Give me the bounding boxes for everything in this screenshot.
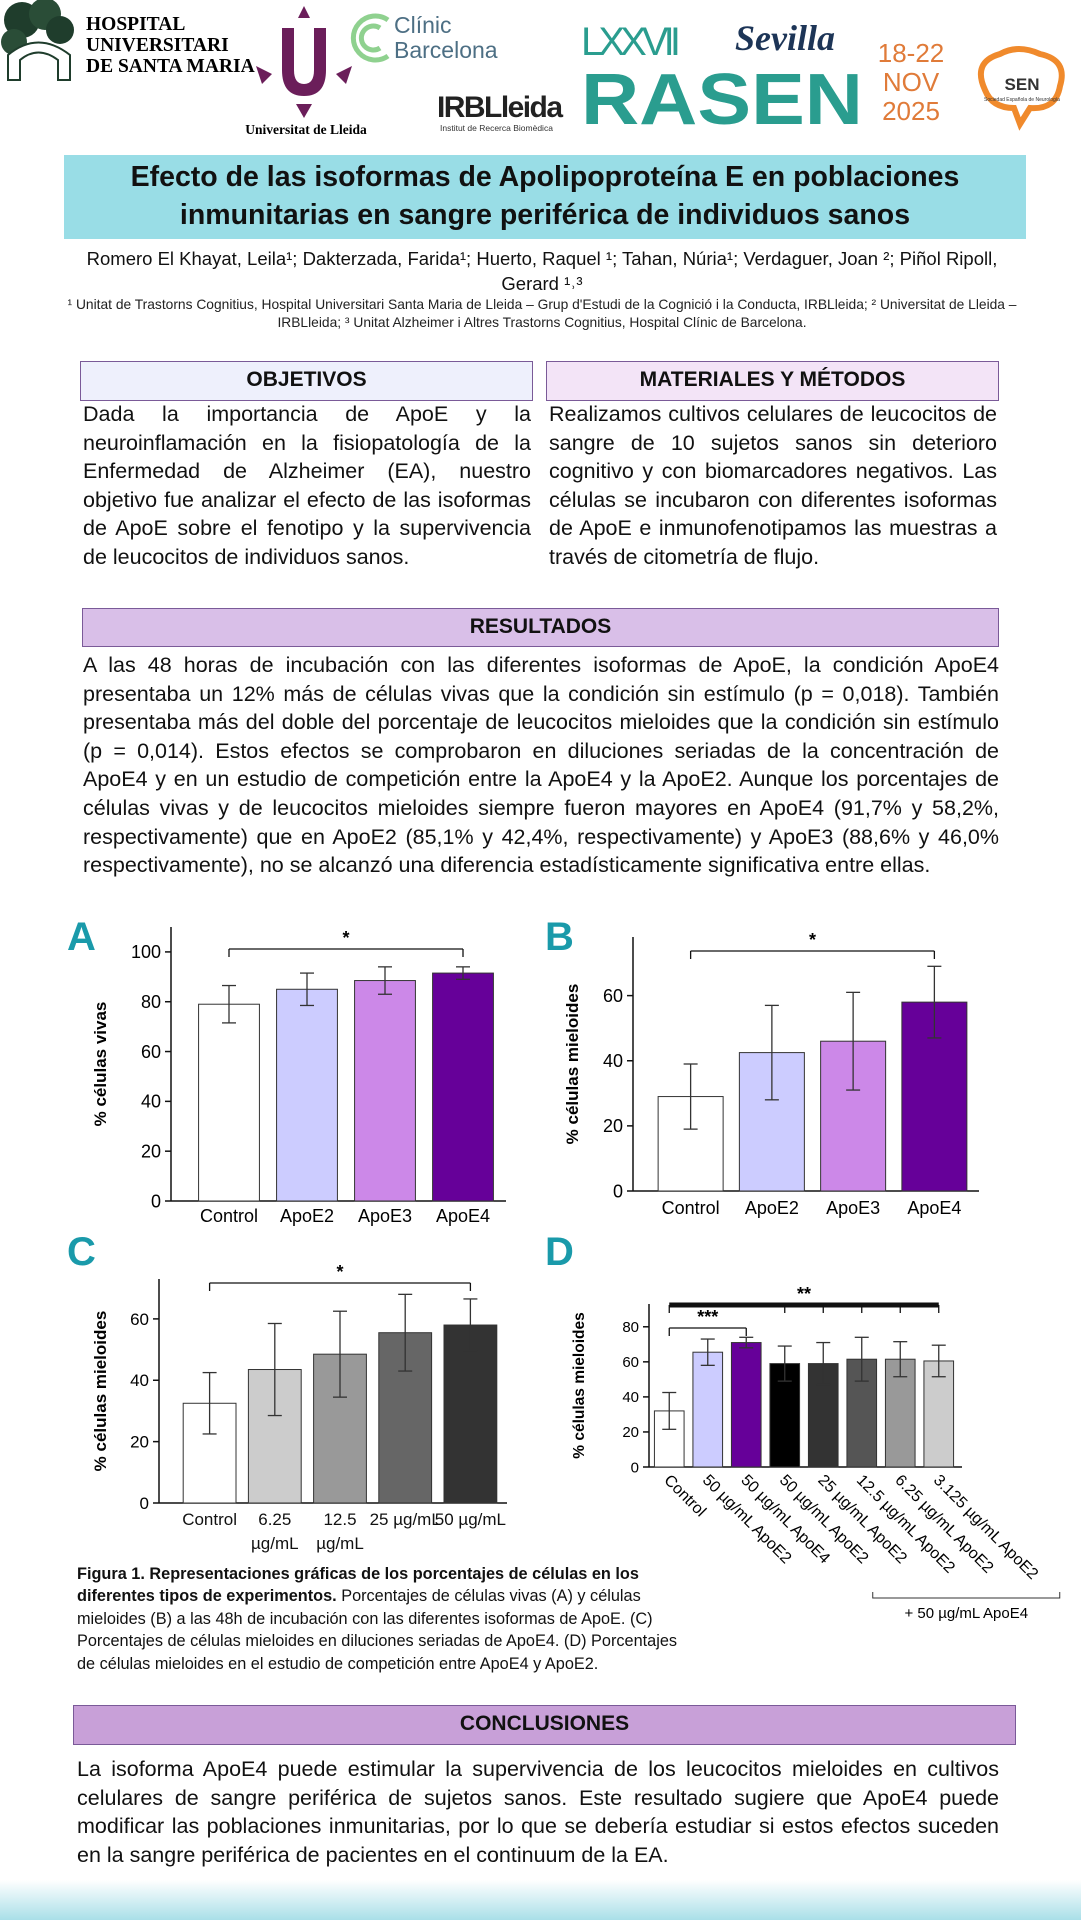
hospital-name: DE SANTA MARIA [86,56,255,77]
y-axis-label: % células mieloides [563,984,582,1145]
y-tick-label: 60 [622,1354,639,1371]
x-tick-label: Control [200,1206,258,1226]
y-tick-label: 20 [130,1433,149,1452]
congress-name: RASEN [581,60,863,140]
section-heading: CONCLUSIONES [73,1705,1016,1745]
y-tick-label: 40 [622,1389,639,1406]
y-tick-label: 0 [140,1494,149,1513]
conclusions-text: La isoforma ApoE4 puede estimular la sup… [77,1757,999,1867]
x-tick-label: ApoE2 [745,1198,799,1218]
x-tick-label: Control [662,1198,720,1218]
irb-name: IRBLleida [437,91,563,124]
x-tick-label: 50 µg/mL [434,1510,506,1529]
objectives-text: Dada la importancia de ApoE y la neuroin… [83,402,531,569]
hospital-name: HOSPITAL [86,14,185,35]
y-tick-label: 40 [603,1051,623,1071]
university-logo: Universitat de Lleida [245,6,367,137]
y-tick-label: 100 [131,942,161,962]
y-tick-label: 20 [141,1141,161,1161]
significance-label: * [342,928,349,948]
y-tick-label: 0 [631,1459,639,1476]
x-tick-label: ApoE2 [280,1206,334,1226]
clinic-name: Barcelona [394,37,498,63]
congress-edition: LXXVII [581,20,681,64]
x-tick-label: 12.5 µg/mL [316,1510,364,1553]
society-subtitle: Sociedad Española de Neurología [984,97,1060,103]
affiliations: ¹ Unitat de Trastorns Cognitius, Hospita… [67,297,1017,330]
clinic-logo [350,13,390,63]
congress-dates: NOV [883,67,940,97]
significance-label: * [809,930,816,950]
society-logo: SEN Sociedad Española de Neurología [978,46,1065,131]
y-tick-label: 20 [622,1424,639,1441]
section-heading: MATERIALES Y MÉTODOS [546,361,999,401]
y-tick-label: 0 [613,1181,623,1201]
poster-title: Efecto de las isoformas de Apolipoproteí… [64,155,1026,239]
x-tick-label: ApoE3 [358,1206,412,1226]
y-tick-label: 0 [151,1191,161,1211]
bar [730,1342,762,1468]
x-tick-label: Control [182,1510,237,1529]
group-label: + 50 µg/mL ApoE4 [904,1605,1028,1622]
university-name: Universitat de Lleida [245,122,367,137]
figure-caption: Figura 1. Representaciones gráficas de l… [77,1563,697,1675]
results-text: A las 48 horas de incubación con las dif… [83,653,999,878]
x-tick-label: Control [660,1472,708,1520]
y-tick-label: 20 [603,1116,623,1136]
hospital-name: UNIVERSITARI [86,35,229,56]
panel-letter: A [67,915,96,959]
significance-label: * [336,1262,343,1282]
clinic-name: Clínic [394,12,452,38]
panel-letter: C [67,1230,96,1274]
congress-dates: 2025 [882,96,940,126]
group-bracket [872,1592,1061,1599]
y-axis-label: % células mieloides [571,1312,588,1458]
y-tick-label: 60 [603,986,623,1006]
bar [198,1003,260,1202]
section-heading: RESULTADOS [82,608,999,647]
x-tick-label: ApoE4 [436,1206,490,1226]
y-tick-label: 60 [130,1310,149,1329]
irb-subtitle: Institut de Recerca Biomèdica [440,123,553,133]
y-tick-label: 60 [141,1042,161,1062]
y-tick-label: 40 [130,1371,149,1390]
panel-letter: B [545,915,574,959]
methods-text: Realizamos cultivos celulares de leucoci… [549,402,997,569]
bar [692,1351,724,1468]
significance-label: *** [697,1307,718,1327]
y-axis-label: % células mieloides [91,1311,110,1472]
caption-title: Figura 1. Representaciones gráficas de l… [77,1565,639,1606]
hospital-logo: HOSPITAL UNIVERSITARI DE SANTA MARIA [1,0,255,81]
bar [354,980,416,1202]
footer-band [0,1880,1081,1920]
congress-city: Sevilla [735,18,835,58]
x-tick-label: 25 µg/mL [369,1510,441,1529]
y-tick-label: 40 [141,1092,161,1112]
y-tick-label: 80 [622,1319,639,1336]
caption-text: Porcentajes de células vivas (A) y célul… [77,1587,678,1673]
significance-label: ** [797,1284,811,1304]
bar [276,988,338,1202]
y-tick-label: 80 [141,992,161,1012]
authors: Romero El Khayat, Leila¹; Dakterzada, Fa… [86,248,998,294]
x-tick-label: ApoE3 [826,1198,880,1218]
society-name: SEN [1005,75,1040,94]
x-tick-label: ApoE4 [907,1198,961,1218]
section-heading: OBJETIVOS [80,361,533,401]
bar [432,972,494,1202]
y-axis-label: % células vivas [91,1002,110,1127]
x-tick-label: 6.25 µg/mL [251,1510,299,1553]
congress-dates: 18-22 [878,38,945,68]
panel-letter: D [545,1230,574,1274]
